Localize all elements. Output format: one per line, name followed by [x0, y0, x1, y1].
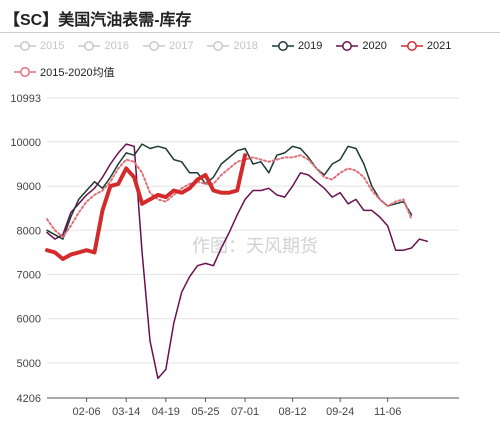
x-tick-label: 03-14 — [112, 406, 140, 418]
legend-item-2016[interactable]: 2016 — [78, 40, 129, 52]
title-divider — [0, 32, 500, 33]
y-tick-label: 8000 — [17, 225, 41, 237]
x-tick-label: 05-25 — [191, 406, 219, 418]
legend-label: 2019 — [297, 40, 323, 52]
y-tick-label: 10993 — [10, 93, 41, 105]
legend-row-1: 2015 2016 2017 2018 2019 2020 2021 — [14, 40, 451, 52]
legend-swatch-icon — [336, 41, 359, 51]
y-tick-label: 6000 — [17, 314, 41, 326]
legend-label: 2015-2020均值 — [40, 67, 115, 79]
legend-label: 2017 — [168, 40, 194, 52]
legend-swatch-icon — [142, 41, 165, 51]
watermark: 作图：天风期货 — [192, 236, 318, 257]
legend-swatch-icon — [78, 41, 101, 51]
legend-swatch-icon — [400, 41, 423, 51]
legend-item-2020[interactable]: 2020 — [336, 40, 387, 52]
x-tick-label: 09-24 — [326, 406, 354, 418]
x-tick-label: 04-19 — [152, 406, 180, 418]
x-tick-label: 08-12 — [279, 406, 307, 418]
series-line-2021 — [45, 153, 248, 261]
legend-item-2015-2020均值[interactable]: 2015-2020均值 — [14, 64, 115, 80]
legend-item-2019[interactable]: 2019 — [271, 40, 323, 52]
y-tick-label: 4206 — [17, 393, 41, 405]
legend-item-2015[interactable]: 2015 — [14, 40, 64, 52]
y-tick-label: 7000 — [17, 269, 41, 281]
legend-swatch-icon — [271, 41, 294, 51]
legend-label: 2016 — [104, 40, 129, 52]
legend-swatch-icon — [14, 41, 36, 51]
x-tick-label: 02-06 — [73, 406, 101, 418]
y-tick-label: 5000 — [17, 358, 41, 370]
legend-label: 2020 — [362, 40, 387, 52]
chart-title: 【SC】美国汽油表需-库存 — [4, 12, 192, 29]
y-tick-label: 9000 — [17, 181, 41, 193]
legend-label: 2015 — [40, 40, 65, 52]
series-line-2015-2020均值 — [46, 154, 413, 238]
legend-label: 2021 — [426, 40, 452, 52]
legend-swatch-icon — [14, 67, 36, 77]
series-line-2019 — [46, 143, 413, 240]
legend-item-2018[interactable]: 2018 — [207, 40, 258, 52]
legend-swatch-icon — [207, 41, 230, 51]
y-tick-label: 10000 — [10, 137, 41, 149]
x-tick-label: 11-06 — [374, 406, 401, 418]
series-line-2020 — [46, 143, 429, 380]
legend-label: 2018 — [233, 40, 258, 52]
legend-item-2021[interactable]: 2021 — [400, 40, 452, 52]
legend-row-2: 2015-2020均值 — [14, 64, 115, 80]
legend-item-2017[interactable]: 2017 — [142, 40, 194, 52]
x-tick-label: 07-01 — [231, 406, 259, 418]
